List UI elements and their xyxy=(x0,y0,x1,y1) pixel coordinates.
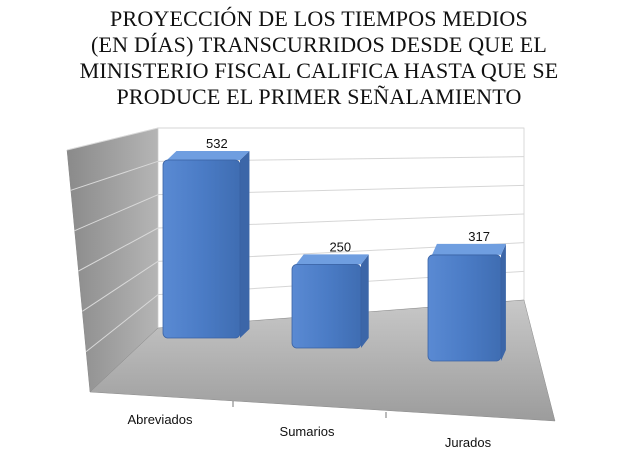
bar-top-face xyxy=(296,254,369,265)
gridline-side xyxy=(66,127,159,151)
bar-side-face xyxy=(240,151,250,338)
chart-title: PROYECCIÓN DE LOS TIEMPOS MEDIOS (EN DÍA… xyxy=(0,6,638,110)
gridline-side xyxy=(82,260,159,312)
bar-top-face xyxy=(167,151,250,160)
chart-title-line-2: (EN DÍAS) TRANSCURRIDOS DESDE QUE EL xyxy=(91,32,547,57)
bar-sumarios xyxy=(291,254,369,349)
gridline-side xyxy=(74,194,159,232)
data-label-sumarios: 250 xyxy=(329,239,351,254)
bar-front-face xyxy=(291,263,362,349)
data-label-jurados: 317 xyxy=(468,229,490,244)
gridline-side xyxy=(78,227,159,272)
x-tick-label-sumarios: Sumarios xyxy=(280,424,335,439)
bar-side-face xyxy=(361,254,369,348)
data-label-abreviados: 532 xyxy=(206,136,228,151)
bar-jurados xyxy=(427,243,506,362)
chart-title-line-3: MINISTERIO FISCAL CALIFICA HASTA QUE SE xyxy=(79,58,559,83)
x-tick-label-jurados: Jurados xyxy=(445,435,492,450)
chart-title-line-1: PROYECCIÓN DE LOS TIEMPOS MEDIOS xyxy=(110,6,528,31)
bar-top-face xyxy=(432,243,506,255)
bars-group xyxy=(162,151,506,362)
chart-title-line-4: PRODUCE EL PRIMER SEÑALAMIENTO xyxy=(116,84,522,109)
gridline-side xyxy=(70,160,159,191)
gridline-side xyxy=(85,294,159,353)
bar-abreviados xyxy=(162,151,250,339)
bar-front-face xyxy=(162,159,241,339)
bar-side-face xyxy=(501,243,506,361)
bar-front-face xyxy=(427,254,502,362)
x-tick-label-abreviados: Abreviados xyxy=(127,412,193,427)
labels-group: 532 Abreviados 250 Sumarios 317 Jurados xyxy=(127,136,491,450)
